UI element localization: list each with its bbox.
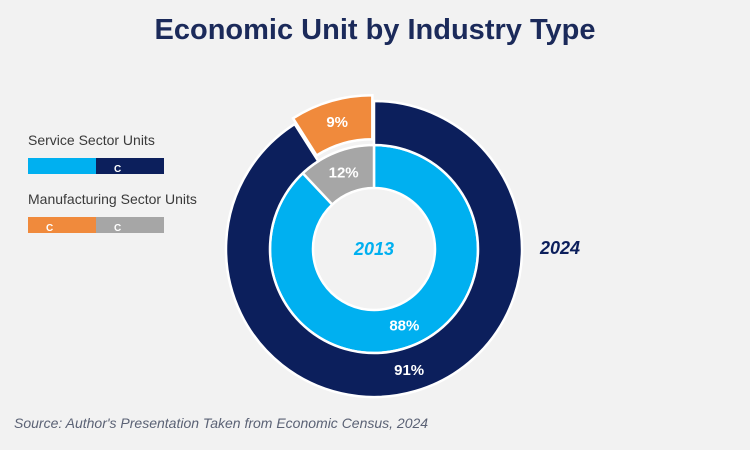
slice-2024-manufacturing-sector-units <box>291 93 374 158</box>
data-label-2013-manufacturing-sector-units: 12% <box>329 164 359 181</box>
legend-swatch-manufacturing-2024: C <box>28 217 96 234</box>
data-label-2024-service-sector-units: 91% <box>394 362 424 379</box>
legend-group-manufacturing: Manufacturing Sector Units C C <box>28 191 248 234</box>
legend-swatch-service-2024: C <box>96 158 164 175</box>
chart-title: Economic Unit by Industry Type <box>154 14 596 46</box>
legend-group-service: Service Sector Units C <box>28 132 248 175</box>
slice-2024-service-sector-units <box>224 99 524 399</box>
legend-bar-manufacturing: C C <box>28 217 164 234</box>
ring-label-2013: 2013 <box>353 239 394 259</box>
legend-swatch-manufacturing-2013: C <box>96 217 164 234</box>
data-label-2013-service-sector-units: 88% <box>389 318 419 335</box>
ring-label-2024: 2024 <box>539 238 580 258</box>
legend-swatch-service-2013 <box>28 158 96 174</box>
legend-label-manufacturing: Manufacturing Sector Units <box>28 191 197 207</box>
source-note: Source: Author's Presentation Taken from… <box>14 415 429 431</box>
legend: Service Sector Units C Manufacturing Sec… <box>28 132 248 250</box>
legend-label-service: Service Sector Units <box>28 132 155 148</box>
legend-bar-service: C <box>28 158 164 175</box>
data-label-2024-manufacturing-sector-units: 9% <box>326 114 348 131</box>
